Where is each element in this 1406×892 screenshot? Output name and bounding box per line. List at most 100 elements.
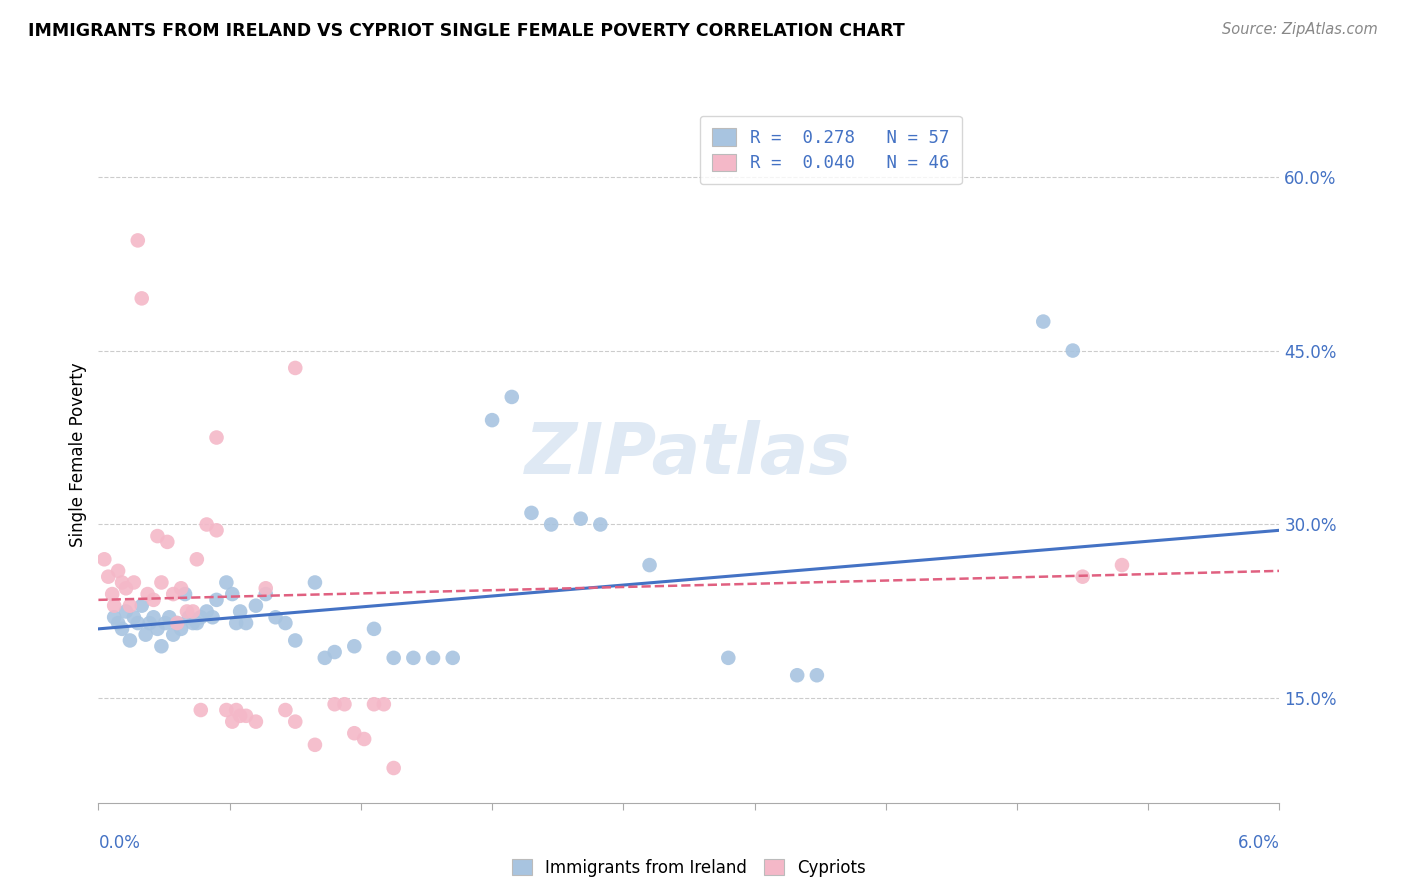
Point bbox=[343, 639, 366, 653]
Point bbox=[225, 703, 247, 717]
Point bbox=[304, 738, 326, 752]
Point bbox=[225, 615, 247, 630]
Legend: Immigrants from Ireland, Cypriots: Immigrants from Ireland, Cypriots bbox=[503, 850, 875, 885]
Point bbox=[190, 610, 212, 624]
Point bbox=[235, 708, 257, 723]
Text: IMMIGRANTS FROM IRELAND VS CYPRIOT SINGLE FEMALE POVERTY CORRELATION CHART: IMMIGRANTS FROM IRELAND VS CYPRIOT SINGL… bbox=[28, 22, 905, 40]
Point bbox=[245, 714, 267, 729]
Point bbox=[138, 615, 160, 630]
Point bbox=[97, 570, 120, 584]
Point bbox=[101, 587, 124, 601]
Point bbox=[363, 622, 385, 636]
Point bbox=[181, 605, 204, 619]
Point bbox=[205, 431, 228, 445]
Point bbox=[142, 592, 165, 607]
Point bbox=[382, 651, 405, 665]
Point bbox=[638, 558, 661, 573]
Point bbox=[274, 615, 297, 630]
Point bbox=[284, 361, 307, 376]
Point bbox=[284, 714, 307, 729]
Point bbox=[195, 517, 218, 532]
Point bbox=[174, 587, 197, 601]
Point bbox=[363, 698, 385, 712]
Point bbox=[304, 575, 326, 590]
Point bbox=[157, 610, 180, 624]
Text: Source: ZipAtlas.com: Source: ZipAtlas.com bbox=[1222, 22, 1378, 37]
Point bbox=[93, 552, 115, 566]
Point bbox=[146, 529, 169, 543]
Point bbox=[314, 651, 336, 665]
Text: 6.0%: 6.0% bbox=[1237, 834, 1279, 852]
Point bbox=[205, 523, 228, 537]
Text: ZIPatlas: ZIPatlas bbox=[526, 420, 852, 490]
Point bbox=[136, 587, 159, 601]
Point bbox=[353, 731, 375, 746]
Point bbox=[176, 605, 198, 619]
Point bbox=[1071, 570, 1094, 584]
Point bbox=[806, 668, 828, 682]
Point bbox=[162, 628, 184, 642]
Point bbox=[155, 615, 177, 630]
Point bbox=[107, 564, 129, 578]
Text: 0.0%: 0.0% bbox=[98, 834, 141, 852]
Point bbox=[122, 575, 145, 590]
Point bbox=[229, 605, 252, 619]
Point bbox=[215, 575, 238, 590]
Point bbox=[170, 582, 193, 596]
Point bbox=[170, 622, 193, 636]
Point bbox=[150, 639, 173, 653]
Point bbox=[1032, 315, 1054, 329]
Point bbox=[441, 651, 464, 665]
Point bbox=[181, 615, 204, 630]
Point bbox=[422, 651, 444, 665]
Point bbox=[156, 535, 179, 549]
Point bbox=[333, 698, 356, 712]
Point bbox=[215, 703, 238, 717]
Point bbox=[284, 633, 307, 648]
Point bbox=[274, 703, 297, 717]
Point bbox=[786, 668, 808, 682]
Point bbox=[264, 610, 287, 624]
Point bbox=[177, 610, 200, 624]
Point bbox=[195, 605, 218, 619]
Point bbox=[540, 517, 562, 532]
Point bbox=[569, 512, 592, 526]
Point bbox=[717, 651, 740, 665]
Point bbox=[127, 233, 149, 247]
Point bbox=[402, 651, 425, 665]
Point bbox=[146, 622, 169, 636]
Point bbox=[481, 413, 503, 427]
Point bbox=[201, 610, 224, 624]
Point bbox=[323, 645, 346, 659]
Point bbox=[254, 582, 277, 596]
Point bbox=[373, 698, 395, 712]
Point bbox=[221, 714, 243, 729]
Point bbox=[382, 761, 405, 775]
Point bbox=[166, 615, 188, 630]
Point bbox=[162, 587, 184, 601]
Point bbox=[127, 615, 149, 630]
Y-axis label: Single Female Poverty: Single Female Poverty bbox=[69, 363, 87, 547]
Point bbox=[166, 615, 188, 630]
Point bbox=[118, 633, 141, 648]
Point bbox=[111, 575, 134, 590]
Point bbox=[501, 390, 523, 404]
Point bbox=[103, 610, 125, 624]
Point bbox=[1062, 343, 1084, 358]
Point bbox=[245, 599, 267, 613]
Point bbox=[520, 506, 543, 520]
Point bbox=[235, 615, 257, 630]
Point bbox=[254, 587, 277, 601]
Point bbox=[122, 610, 145, 624]
Point bbox=[111, 622, 134, 636]
Point bbox=[205, 592, 228, 607]
Point bbox=[135, 628, 157, 642]
Point bbox=[131, 291, 153, 305]
Point bbox=[190, 703, 212, 717]
Point bbox=[131, 599, 153, 613]
Point bbox=[107, 615, 129, 630]
Point bbox=[589, 517, 612, 532]
Point bbox=[229, 708, 252, 723]
Point bbox=[1111, 558, 1133, 573]
Point bbox=[343, 726, 366, 740]
